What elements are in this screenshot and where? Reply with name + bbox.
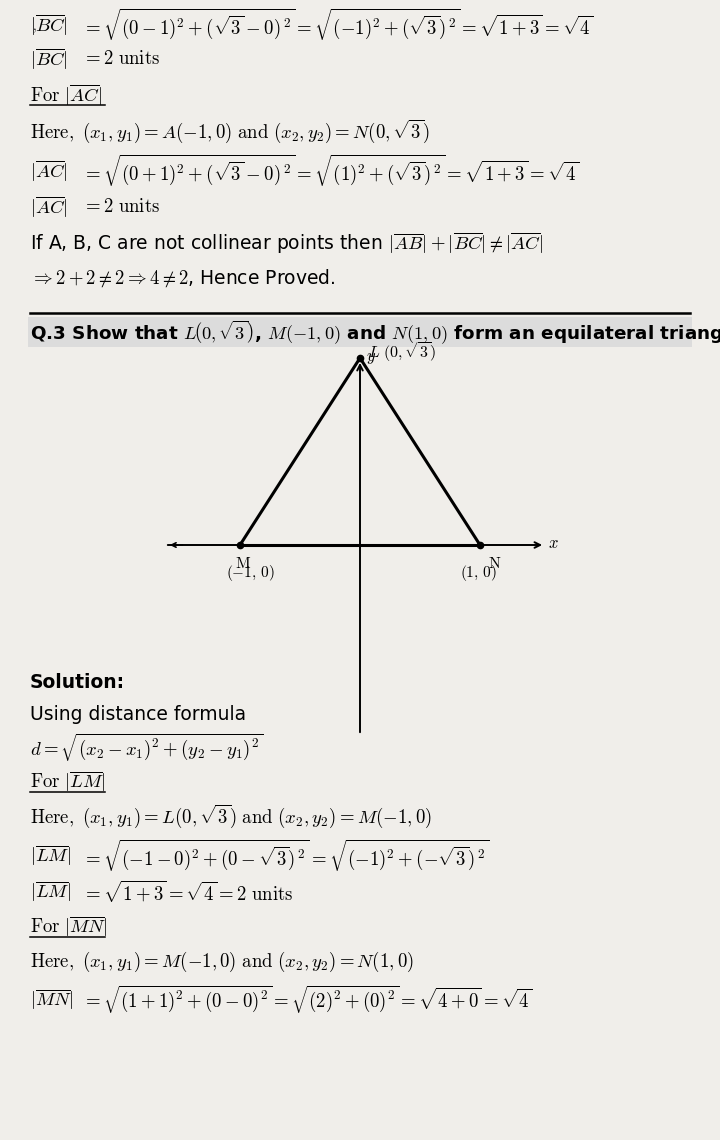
Text: $x$: $x$	[548, 534, 559, 552]
Text: $= \sqrt{(0-1)^2+(\sqrt{3}-0)^{\,2}} = \sqrt{(-1)^2+(\sqrt{3})^{\,2}} = \sqrt{1+: $= \sqrt{(0-1)^2+(\sqrt{3}-0)^{\,2}} = \…	[82, 7, 594, 43]
Text: $(1,\,0)$: $(1,\,0)$	[459, 563, 496, 583]
Text: $d = \sqrt{(x_2 - x_1)^2 + (y_2 - y_1)^2}$: $d = \sqrt{(x_2 - x_1)^2 + (y_2 - y_1)^2…	[30, 732, 264, 764]
Text: $= 2\ \mathrm{units}$: $= 2\ \mathrm{units}$	[82, 49, 160, 68]
Text: If A, B, C are not collinear points then $|\overline{AB}| + |\overline{BC}| \neq: If A, B, C are not collinear points then…	[30, 230, 543, 255]
Text: Using distance formula: Using distance formula	[30, 706, 246, 725]
Text: $= \sqrt{(1+1)^2+(0-0)^2} = \sqrt{(2)^2+(0)^2} = \sqrt{4+0} = \sqrt{4}$: $= \sqrt{(1+1)^2+(0-0)^2} = \sqrt{(2)^2+…	[82, 984, 533, 1016]
Text: $\mathrm{For}\ |\overline{MN}|$: $\mathrm{For}\ |\overline{MN}|$	[30, 914, 108, 939]
Text: $|\overline{MN}|$: $|\overline{MN}|$	[30, 987, 73, 1012]
Text: $|\overline{BC}|$: $|\overline{BC}|$	[30, 47, 68, 72]
Text: Solution:: Solution:	[30, 674, 125, 692]
Text: $|\overline{AC}|$: $|\overline{AC}|$	[30, 158, 68, 184]
Text: $\mathrm{N}$: $\mathrm{N}$	[488, 555, 501, 570]
Text: $(-1,\,0)$: $(-1,\,0)$	[225, 563, 274, 583]
Text: $_{,}$: $_{,}$	[32, 16, 37, 34]
Text: $\mathrm{Here,}\ (x_1, y_1) = M(-1,0)\ \mathrm{and}\ (x_2, y_2) = N(1,0)$: $\mathrm{Here,}\ (x_1, y_1) = M(-1,0)\ \…	[30, 950, 414, 974]
Text: Q.3 Show that $L\!\left(0,\sqrt{3}\right)$, $M(-1,0)$ and $N(1,0)$ form an equil: Q.3 Show that $L\!\left(0,\sqrt{3}\right…	[30, 318, 720, 345]
Text: $y$: $y$	[366, 348, 376, 366]
Text: $|\overline{LM}|$: $|\overline{LM}|$	[30, 844, 71, 869]
Text: $\mathrm{For}\ |\overline{LM}|$: $\mathrm{For}\ |\overline{LM}|$	[30, 770, 106, 795]
Text: $= \sqrt{1+3} = \sqrt{4} = 2\ \mathrm{units}$: $= \sqrt{1+3} = \sqrt{4} = 2\ \mathrm{un…	[82, 879, 294, 905]
Text: $|\overline{AC}|$: $|\overline{AC}|$	[30, 194, 68, 220]
Text: $\mathrm{M}$: $\mathrm{M}$	[235, 555, 251, 570]
Text: $\mathrm{For}\ |\overline{AC}|$: $\mathrm{For}\ |\overline{AC}|$	[30, 82, 102, 108]
Text: $\mathrm{Here,}\ (x_1, y_1) = L(0, \sqrt{3})\ \mathrm{and}\ (x_2, y_2) = M(-1,0): $\mathrm{Here,}\ (x_1, y_1) = L(0, \sqrt…	[30, 803, 432, 830]
Text: $L\ (0,\sqrt{3})$: $L\ (0,\sqrt{3})$	[368, 340, 436, 364]
Text: $= 2\ \mathrm{units}$: $= 2\ \mathrm{units}$	[82, 197, 160, 217]
Text: $|\overline{BC}|$: $|\overline{BC}|$	[30, 13, 68, 38]
Bar	[28, 317, 692, 347]
Text: $|\overline{LM}|$: $|\overline{LM}|$	[30, 880, 71, 904]
Text: $\Rightarrow 2+2\neq 2 \Rightarrow 4\neq 2$, Hence Proved.: $\Rightarrow 2+2\neq 2 \Rightarrow 4\neq…	[30, 267, 336, 288]
Text: $\mathrm{Here,}\ (x_1, y_1) = A(-1,0)\ \mathrm{and}\ (x_2, y_2) = N(0, \sqrt{3}): $\mathrm{Here,}\ (x_1, y_1) = A(-1,0)\ \…	[30, 117, 430, 145]
Text: $= \sqrt{(0+1)^2+(\sqrt{3}-0)^{\,2}} = \sqrt{(1)^2+(\sqrt{3})^{\,2}} = \sqrt{1+3: $= \sqrt{(0+1)^2+(\sqrt{3}-0)^{\,2}} = \…	[82, 153, 579, 189]
Text: $= \sqrt{(-1-0)^2+(0-\sqrt{3})^{\,2}} = \sqrt{(-1)^2+(-\sqrt{3})^{\,2}}$: $= \sqrt{(-1-0)^2+(0-\sqrt{3})^{\,2}} = …	[82, 838, 490, 874]
